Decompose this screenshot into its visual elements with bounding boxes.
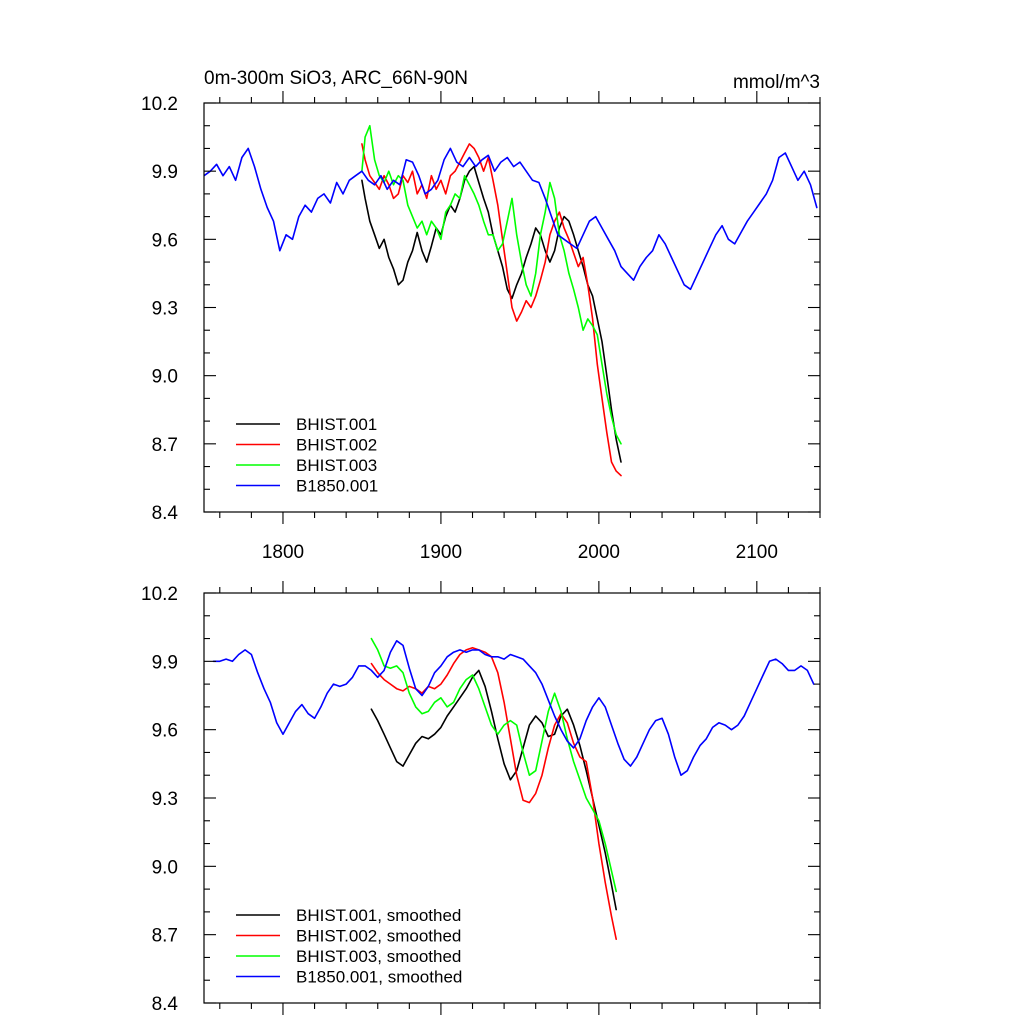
plot-panel-2: 8.4 8.7 9.0 9.3 9.6 9.9 10.2 BHIST.001, smoothe… [141,581,821,1015]
legend-label: BHIST.002, smoothed [296,927,461,946]
series-group [212,637,815,941]
y-tick-label: 8.4 [152,503,179,524]
legend: BHIST.001, smoothed BHIST.002, smoothedBH… [236,906,462,987]
series-line-bhist-001 [361,165,622,463]
legend-label: BHIST.003 [296,456,377,475]
y-tick-label: 10.2 [141,584,178,605]
units-label: mmol/m^3 [733,72,820,93]
legend-label: BHIST.001, smoothed [296,906,461,925]
y-tick-label: 9.9 [152,162,178,183]
y-tick-label: 9.6 [152,721,178,742]
y-tick-label: 9.3 [152,789,178,810]
series-line-b1850-001 [204,147,818,291]
y-tick-label: 9.0 [152,367,178,388]
legend-label: B1850.001 [296,477,378,496]
y-tick-label: 8.7 [152,435,178,456]
series-line-bhist-001 [370,669,618,911]
y-tick-label: 8.7 [152,926,178,947]
x-tick-label: 1800 [262,542,304,563]
y-tick-label: 9.6 [152,230,178,251]
y-tick-label: 9.9 [152,652,178,673]
series-line-bhist-002 [361,143,622,477]
legend-label: BHIST.002 [296,436,377,455]
y-tick-label: 10.2 [141,94,178,115]
x-tick-label: 2000 [578,542,620,563]
series-line-bhist-002 [370,646,618,941]
series-line-bhist-003 [370,637,618,893]
y-tick-label: 9.3 [152,299,178,320]
legend-label: BHIST.001 [296,415,377,434]
series-group [204,124,818,477]
legend-label: BHIST.003, smoothed [296,947,461,966]
chart-title: 0m-300m SiO3, ARC_66N-90N [204,68,468,89]
y-tick-label: 8.4 [152,994,179,1015]
plot-panel-1: 8.4 8.7 9.0 9.3 9.6 9.9 10.2 1800 1900 2000 2100 BH… [141,91,821,563]
x-tick-label: 1900 [420,542,462,563]
x-tick-label: 2100 [736,542,778,563]
y-tick-label: 9.0 [152,857,178,878]
series-line-bhist-003 [361,124,622,445]
series-line-b1850-001 [212,639,815,777]
legend-label: B1850.001, smoothed [296,968,462,987]
